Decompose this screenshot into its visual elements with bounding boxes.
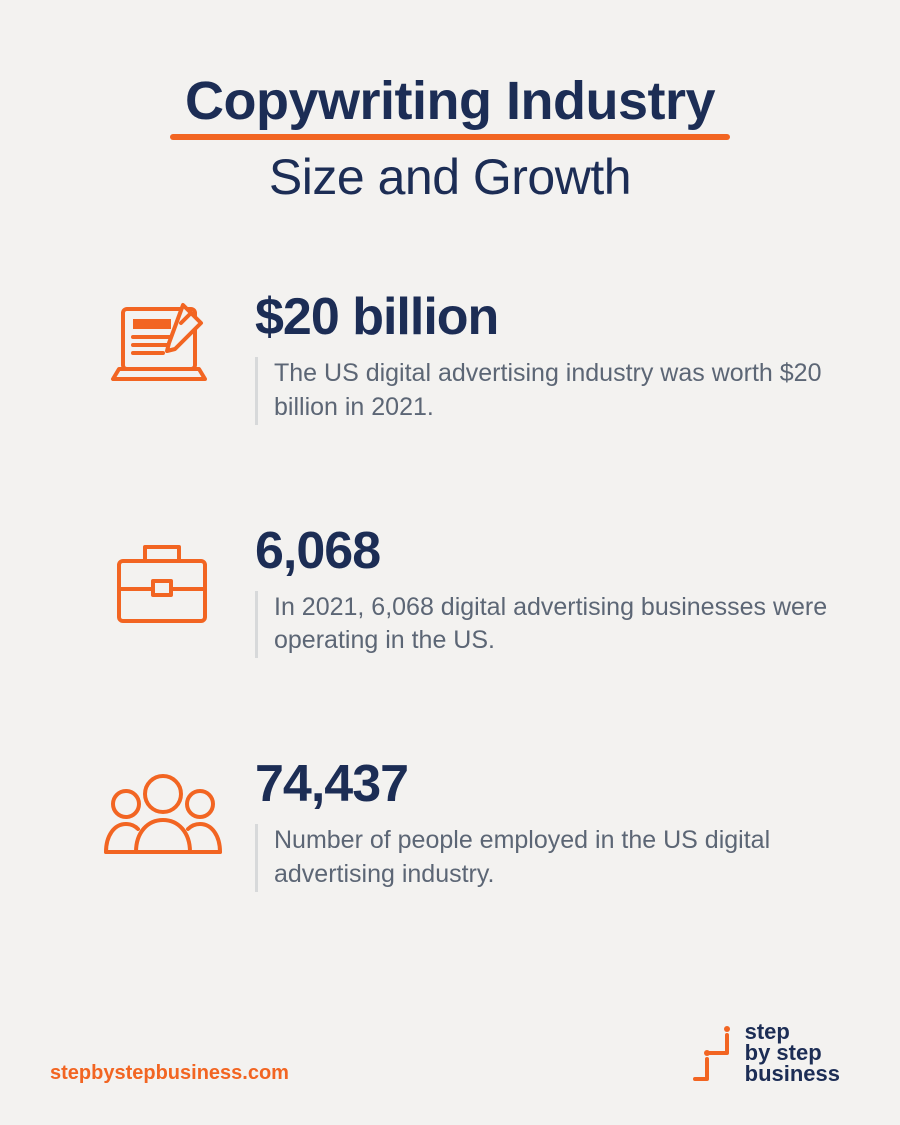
- stat-value: 6,068: [255, 525, 840, 577]
- stat-description: In 2021, 6,068 digital advertising busin…: [274, 591, 840, 659]
- brand-logo: step by step business: [691, 1022, 840, 1085]
- stat-description: Number of people employed in the US digi…: [274, 824, 840, 892]
- stat-text: 74,437 Number of people employed in the …: [230, 758, 840, 892]
- stat-value: $20 billion: [255, 291, 840, 343]
- footer-url: stepbystepbusiness.com: [50, 1062, 289, 1085]
- stat-description: The US digital advertising industry was …: [274, 357, 840, 425]
- laptop-writing-icon: [95, 291, 230, 399]
- people-group-icon: [95, 758, 230, 866]
- stat-row: $20 billion The US digital advertising i…: [95, 291, 840, 425]
- logo-text: step by step business: [745, 1022, 840, 1085]
- footer: stepbystepbusiness.com step by step busi…: [0, 1022, 900, 1085]
- logo-line3: business: [745, 1064, 840, 1085]
- stat-text: 6,068 In 2021, 6,068 digital advertising…: [230, 525, 840, 659]
- page-title-line1: Copywriting Industry: [185, 70, 715, 132]
- stat-row: 6,068 In 2021, 6,068 digital advertising…: [95, 525, 840, 659]
- briefcase-icon: [95, 525, 230, 633]
- stat-text: $20 billion The US digital advertising i…: [230, 291, 840, 425]
- stats-list: $20 billion The US digital advertising i…: [0, 291, 900, 892]
- steps-icon: [691, 1023, 737, 1085]
- stat-description-wrap: Number of people employed in the US digi…: [255, 824, 840, 892]
- title-underline: [170, 134, 730, 140]
- stat-description-wrap: In 2021, 6,068 digital advertising busin…: [255, 591, 840, 659]
- header: Copywriting Industry Size and Growth: [0, 0, 900, 206]
- stat-value: 74,437: [255, 758, 840, 810]
- stat-description-wrap: The US digital advertising industry was …: [255, 357, 840, 425]
- page-title-line2: Size and Growth: [0, 148, 900, 206]
- stat-row: 74,437 Number of people employed in the …: [95, 758, 840, 892]
